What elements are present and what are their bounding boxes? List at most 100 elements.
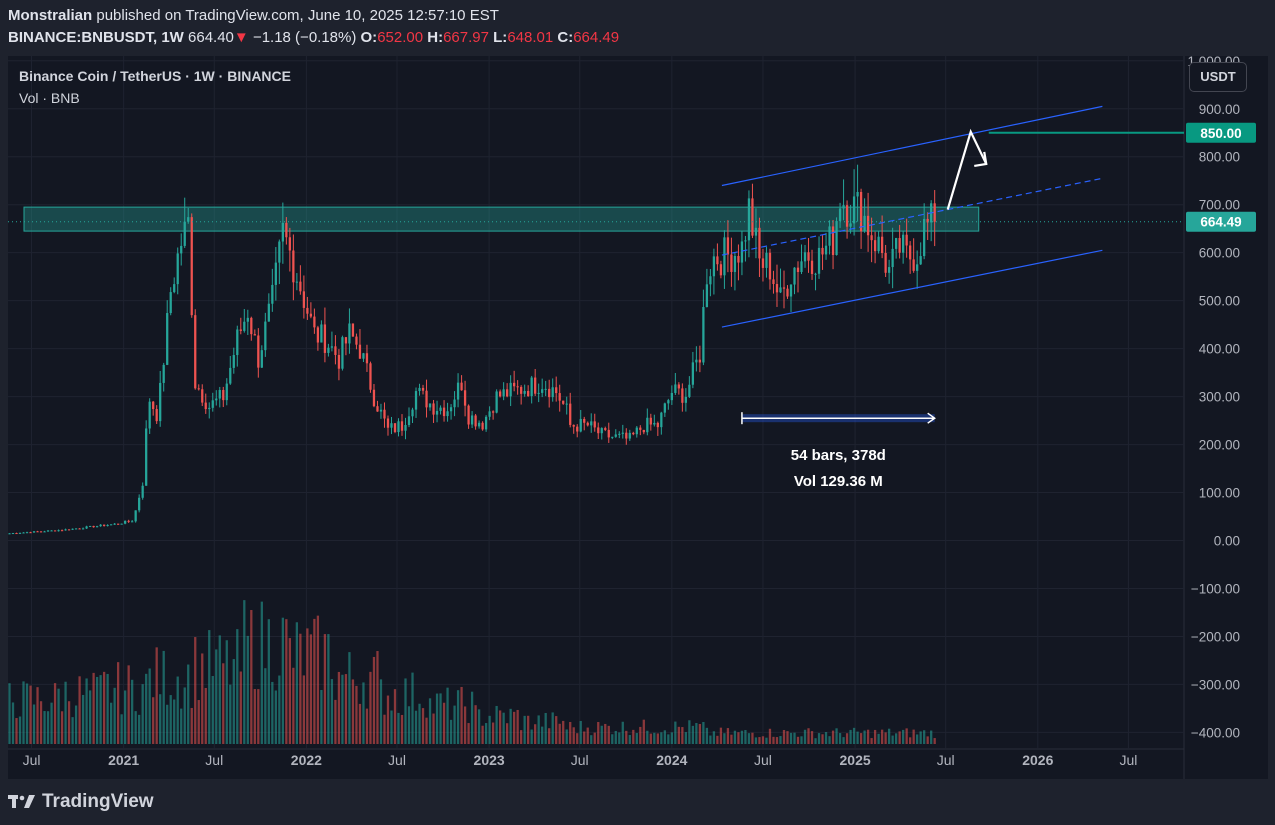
candle-body (169, 292, 172, 314)
candle-body (586, 422, 589, 426)
candle-body (295, 281, 299, 283)
volume-bar (656, 733, 659, 744)
currency-button[interactable]: USDT (1189, 62, 1247, 92)
candle-body (933, 203, 936, 222)
volume-bar (576, 733, 579, 744)
volume-bar (50, 702, 53, 744)
candle-body (337, 354, 341, 369)
volume-bar (267, 619, 270, 744)
legend-volume[interactable]: Vol · BNB (19, 90, 80, 106)
volume-bar (516, 709, 519, 744)
candle-body (712, 256, 716, 277)
candle-body (250, 317, 253, 335)
candle-body (341, 337, 344, 369)
volume-bar (46, 711, 50, 744)
candle-body (439, 407, 442, 411)
target-price-label: 850.00 (1200, 126, 1241, 141)
volume-bar (870, 738, 873, 744)
candle-body (498, 391, 502, 397)
volume-bar (698, 723, 702, 744)
candle-body (502, 389, 505, 397)
volume-bar (541, 726, 544, 744)
candle-body (505, 389, 509, 397)
ohlc-line: BINANCE:BNBUSDT, 1W 664.40▼ −1.18 (−0.18… (8, 29, 619, 46)
candle-body (810, 260, 814, 274)
date-range-arrow-icon (927, 412, 936, 424)
candle-body (702, 307, 705, 363)
volume-bar (919, 731, 922, 744)
candle-body (400, 421, 404, 431)
candle-body (60, 530, 64, 532)
volume-bar (36, 687, 39, 744)
volume-bar (474, 705, 477, 744)
candle-body (656, 422, 659, 428)
candle-body (751, 198, 754, 236)
volume-bar (246, 635, 249, 744)
candle-body (495, 391, 498, 413)
volume-bar (355, 685, 358, 744)
x-tick-label: 2021 (108, 752, 139, 768)
volume-bar (190, 707, 193, 744)
candle-body (628, 432, 631, 439)
volume-bar (295, 622, 299, 744)
volume-bar (909, 737, 912, 744)
symbol-label[interactable]: BINANCE:BNBUSDT, 1W (8, 29, 184, 46)
candle-body (180, 245, 183, 254)
candle-body (758, 227, 761, 259)
candle-body (509, 382, 512, 397)
volume-bar (642, 719, 645, 744)
candle-body (796, 267, 800, 272)
published-text: published on TradingView.com, June 10, 2… (96, 7, 499, 24)
volume-bar (632, 729, 635, 744)
volume-bar (691, 725, 695, 744)
volume-bar (407, 706, 411, 744)
candle-body (639, 427, 642, 430)
volume-bar (215, 649, 218, 744)
candle-body (621, 432, 624, 434)
volume-bar (597, 722, 600, 744)
candle-body (491, 411, 495, 413)
candle-body (271, 284, 274, 304)
candle-body (159, 382, 162, 422)
volume-bar (590, 735, 593, 744)
legend-title[interactable]: Binance Coin / TetherUS · 1W · BINANCE (19, 68, 291, 84)
volume-bar (239, 671, 242, 744)
volume-bar (845, 733, 849, 744)
volume-bar (323, 634, 327, 744)
candle-body (197, 388, 200, 390)
volume-bar (159, 694, 162, 744)
volume-bar (169, 695, 172, 744)
candle-body (894, 238, 898, 249)
volume-bar (176, 676, 179, 744)
volume-bar (491, 722, 495, 744)
volume-bar (341, 674, 344, 744)
high-label: H: (427, 29, 444, 46)
volume-bar (379, 679, 383, 744)
volume-bar (81, 694, 85, 744)
volume-bar (684, 732, 688, 744)
date-range-volume-label: Vol 129.36 M (794, 473, 883, 490)
x-tick-label: 2025 (840, 752, 871, 768)
volume-bar (856, 731, 859, 744)
volume-bar (513, 711, 516, 744)
volume-bar (555, 716, 558, 744)
candle-body (201, 389, 204, 403)
candle-body (313, 316, 316, 328)
author-name[interactable]: Monstralian (8, 7, 93, 24)
candle-body (803, 252, 807, 262)
candle-body (667, 400, 670, 404)
candle-body (782, 287, 786, 289)
candle-body (334, 346, 337, 355)
target-price-label-bg (1186, 122, 1256, 143)
candle-body (737, 255, 740, 263)
candle-body (845, 205, 849, 227)
volume-bar (152, 697, 155, 744)
volume-bar (208, 630, 211, 744)
volume-bar (894, 733, 898, 744)
volume-bar (733, 730, 737, 744)
candle-body (614, 434, 617, 437)
volume-bar (358, 703, 362, 744)
volume-bar (418, 703, 421, 744)
